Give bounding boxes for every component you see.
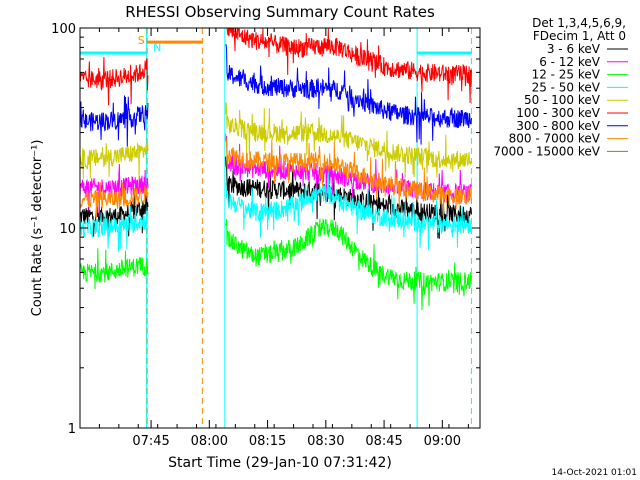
legend-entry-label: 800 - 7000 keV <box>509 132 601 146</box>
legend-entry-label: 3 - 6 keV <box>547 42 601 56</box>
series-path-3-0 <box>79 205 149 252</box>
annotation-night-label: N <box>153 41 161 54</box>
series-300-800kev <box>79 43 472 147</box>
axes-layer: 07:45 08:00 08:15 08:30 08:45 09:00 1 10 100 <box>51 22 480 449</box>
series-path-5-1 <box>225 27 472 104</box>
legend-entry-label: 25 - 50 keV <box>532 80 601 94</box>
series-path-2-0 <box>79 248 149 290</box>
series-path-4-0 <box>79 141 149 180</box>
annotation-saa-label: S <box>138 34 145 47</box>
y-axis-label: Count Rate (s⁻¹ detector⁻¹) <box>30 140 45 317</box>
series-path-1-1 <box>225 135 472 204</box>
y-tick-label: 100 <box>51 22 76 37</box>
series-12-25kev <box>79 217 472 311</box>
series-path-4-1 <box>225 102 472 178</box>
x-tick-label: 08:00 <box>191 434 228 449</box>
annotation-layer: SN <box>138 34 162 54</box>
legend-entry-label: 300 - 800 keV <box>516 119 600 133</box>
series-path-7-1 <box>225 133 472 221</box>
x-tick-label: 08:30 <box>307 434 344 449</box>
legend-header-line: Det 1,3,4,5,6,9, <box>532 16 626 30</box>
legend-entry-label: 7000 - 15000 keV <box>493 144 600 158</box>
series-path-7-0 <box>80 181 149 218</box>
series-path-0-0 <box>79 190 149 240</box>
series-50-100kev <box>79 102 472 180</box>
y-tick-label: 10 <box>59 222 76 237</box>
x-tick-label: 08:15 <box>249 434 286 449</box>
series-100-300kev <box>79 27 472 106</box>
x-tick-label: 09:00 <box>424 434 461 449</box>
legend-entry-label: 100 - 300 keV <box>516 106 600 120</box>
x-tick-label: 07:45 <box>132 434 169 449</box>
legend-header-line: FDecim 1, Att 0 <box>533 29 626 43</box>
series-25-50kev <box>79 171 472 252</box>
x-tick-label: 08:45 <box>365 434 402 449</box>
series-layer <box>79 27 472 311</box>
legend-entry-label: 50 - 100 keV <box>524 93 601 107</box>
chart-title: RHESSI Observing Summary Count Rates <box>125 3 435 21</box>
series-path-3-1 <box>225 171 472 250</box>
series-800-7000kev <box>80 133 472 221</box>
series-path-6-1 <box>225 43 472 145</box>
legend: Det 1,3,4,5,6,9,FDecim 1, Att 03 - 6 keV… <box>493 16 628 158</box>
y-tick-label: 1 <box>68 422 76 437</box>
series-path-2-1 <box>225 217 472 311</box>
legend-entry-label: 6 - 12 keV <box>539 55 601 69</box>
x-axis-label: Start Time (29-Jan-10 07:31:42) <box>168 455 392 471</box>
series-path-5-0 <box>79 56 149 106</box>
footer-timestamp: 14-Oct-2021 01:01 <box>552 468 637 478</box>
series-path-6-0 <box>79 95 149 147</box>
legend-entry-label: 12 - 25 keV <box>532 68 601 82</box>
